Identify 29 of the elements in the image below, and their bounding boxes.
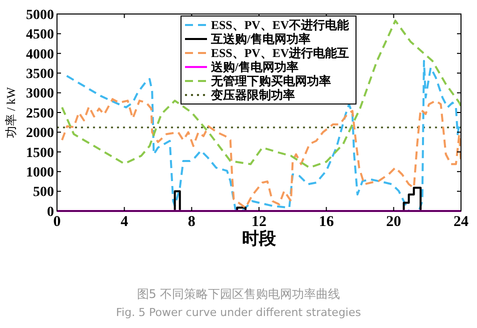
line-series [61, 20, 461, 169]
legend-label: ESS、PV、EV不进行电能 [211, 18, 350, 32]
y-tick-label: 2500 [26, 106, 54, 122]
y-tick-label: 0 [47, 204, 54, 220]
legend-label: 送购/售电网功率 [210, 60, 298, 74]
y-tick-label: 1500 [26, 146, 54, 161]
y-tick-label: 500 [33, 185, 54, 200]
text: Fig. 5 Power curve under different strategies [116, 306, 362, 319]
y-tick-label: 1000 [26, 166, 54, 180]
x-tick-label: 8 [188, 214, 196, 230]
line-series [66, 60, 460, 212]
y-tick-label: 4500 [26, 28, 54, 43]
x-tick-label: 4 [120, 214, 129, 230]
x-tick-label: 24 [454, 214, 469, 230]
y-tick-label: 5000 [26, 8, 54, 23]
x-axis-title: 时段 [242, 229, 277, 248]
y-tick-label: 3000 [26, 86, 54, 102]
legend-label: 无管理下购买电网功率 [210, 74, 331, 88]
legend-label: 互送购/售电网功率 [210, 32, 310, 46]
x-tick-label: 16 [318, 214, 334, 230]
x-tick-label: 20 [386, 214, 402, 230]
y-tick-label: 4000 [26, 47, 54, 62]
y-tick-label: 3500 [26, 67, 54, 82]
legend-label: 变压器限制功率 [210, 88, 295, 102]
text: 图5 不同策略下园区售购电网功率曲线 [136, 287, 340, 301]
legend-label: ESS、PV、EV进行电能互 [211, 46, 350, 60]
x-tick-label: 12 [252, 214, 266, 230]
y-axis-title: 功率 / kW [4, 86, 18, 138]
y-tick-label: 2000 [26, 126, 54, 142]
